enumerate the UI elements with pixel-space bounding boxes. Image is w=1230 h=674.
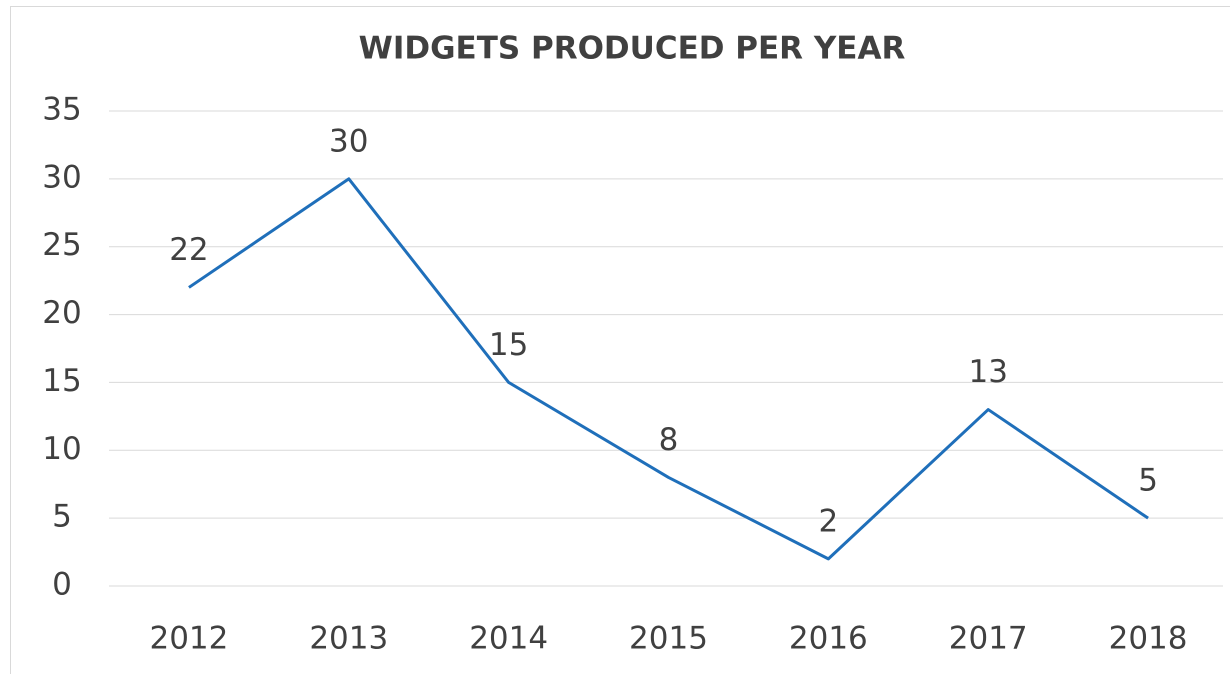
data-label: 15 [489, 327, 528, 363]
data-line [188, 177, 1149, 561]
x-tick-label: 2015 [629, 621, 708, 657]
data-label: 8 [659, 422, 679, 458]
y-tick-label: 20 [42, 295, 81, 331]
y-tick-label: 0 [52, 567, 72, 603]
x-tick-label: 2016 [789, 621, 868, 657]
y-tick-label: 10 [42, 431, 81, 467]
y-tick-label: 5 [52, 499, 72, 535]
y-tick-label: 25 [42, 227, 81, 263]
chart-frame [10, 6, 1230, 674]
x-tick-label: 2017 [949, 621, 1028, 657]
y-tick-label: 35 [42, 92, 81, 128]
x-tick-label: 2012 [149, 621, 228, 657]
y-tick-label: 15 [42, 363, 81, 399]
x-tick-label: 2013 [309, 621, 388, 657]
x-tick-label: 2014 [469, 621, 548, 657]
x-tick-label: 2018 [1109, 621, 1188, 657]
data-label: 30 [329, 123, 368, 159]
chart-title: WIDGETS PRODUCED PER YEAR [359, 31, 906, 67]
data-label: 2 [818, 503, 838, 539]
data-label: 5 [1138, 463, 1158, 499]
data-label: 13 [968, 354, 1007, 390]
data-label: 22 [169, 232, 208, 268]
y-tick-label: 30 [42, 159, 81, 195]
